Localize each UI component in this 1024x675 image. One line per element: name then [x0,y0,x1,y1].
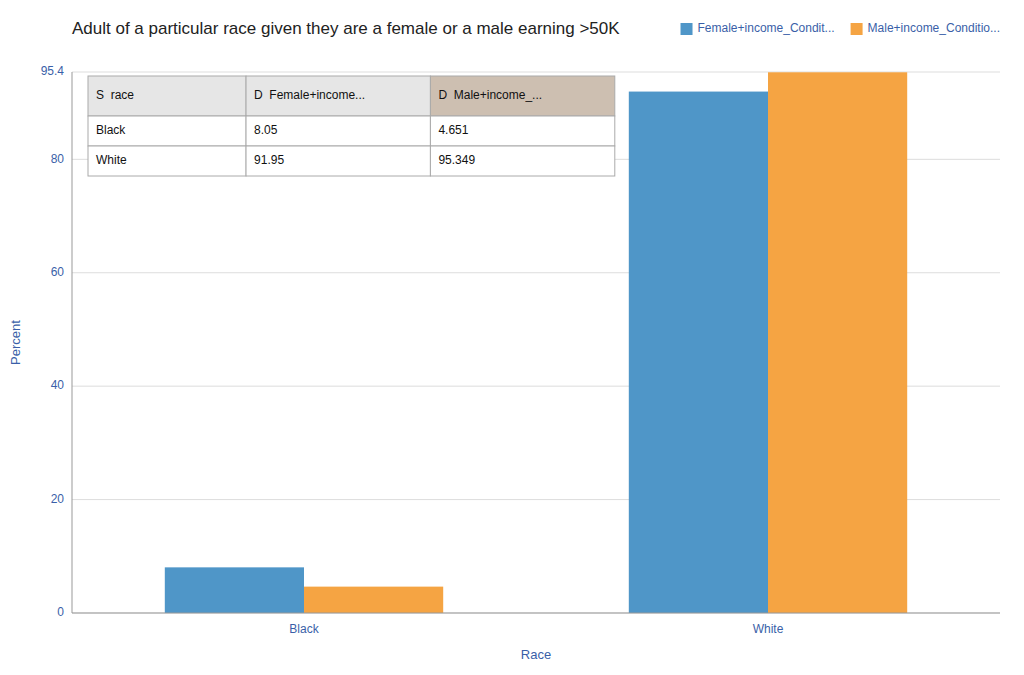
y-tick-label: 0 [57,605,64,619]
title: Adult of a particular race given they ar… [72,19,620,38]
y-axis-line [72,72,73,613]
table-cell-text: White [96,153,127,167]
table-cell [246,146,430,176]
grid-line [72,613,1000,614]
table-cell [88,146,246,176]
y-tick-label: 40 [51,378,65,392]
bar [629,92,768,613]
legend-label: Female+income_Condit... [698,21,835,35]
table-cell-text: 4.651 [438,123,468,137]
table-header-text: S race [96,88,134,102]
x-axis-label: Race [521,647,551,662]
chart: Adult of a particular race given they ar… [0,0,1024,675]
y-tick-label: 80 [51,152,65,166]
table-cell [246,116,430,146]
legend: Female+income_Condit... Male+income_Condi… [681,21,1000,35]
table-header-text: D Male+income_... [438,88,542,102]
table-cell [430,116,614,146]
x-tick-label: Black [289,622,319,636]
table-cell [430,146,614,176]
x-axis-line [72,613,1000,614]
legend-swatch [851,23,863,35]
table-header-text: D Female+income... [254,88,365,102]
table-cell [88,116,246,146]
bar [768,72,907,613]
table-header-cell [430,76,614,116]
table-cell-text: 91.95 [254,153,284,167]
bar [165,567,304,613]
table-cell-text: 8.05 [254,123,278,137]
table: S race D Female+income... D Male+income_..… [88,76,615,176]
legend-swatch [681,23,693,35]
y-tick-label: 20 [51,492,65,506]
grid [72,72,1000,613]
y-axis-label: Percent [8,320,23,365]
table-header-cell [246,76,430,116]
table-header-cell [88,76,246,116]
y-tick-label: 60 [51,265,65,279]
bars [165,72,907,613]
y-tick-label: 95.4 [41,64,65,78]
x-tick-label: White [753,622,784,636]
legend-label: Male+income_Conditio... [868,21,1000,35]
table-cell-text: 95.349 [438,153,475,167]
bar [304,587,443,613]
table-cell-text: Black [96,123,126,137]
